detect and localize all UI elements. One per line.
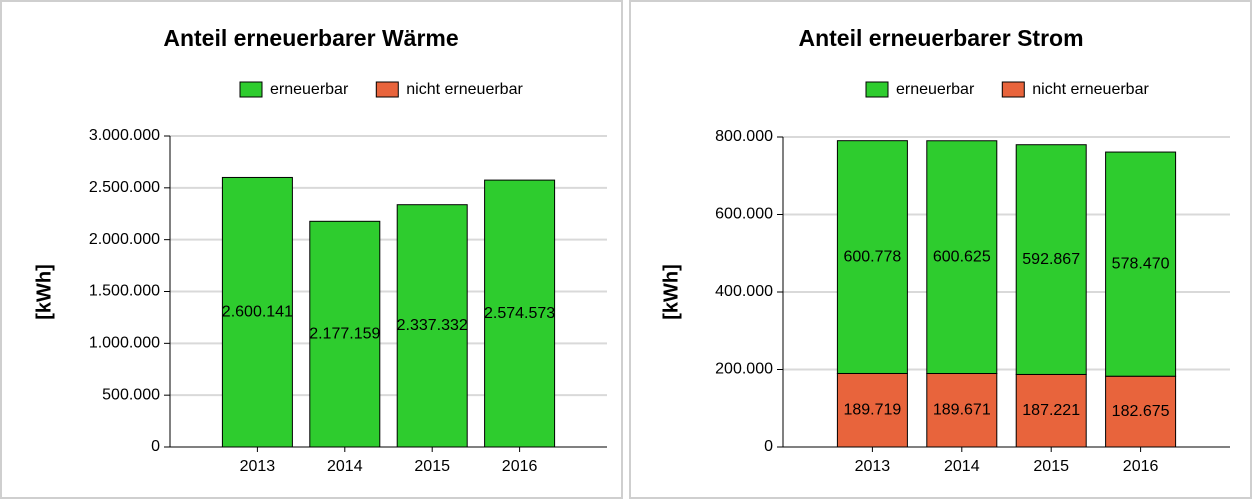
legend-label: nicht erneuerbar: [1032, 81, 1149, 98]
y-tick-label: 500.000: [102, 386, 160, 403]
x-tick-label: 2015: [414, 458, 450, 475]
y-axis-label: [kWh]: [33, 264, 55, 320]
bar-segment: [309, 220, 381, 448]
x-tick-label: 2013: [240, 458, 276, 475]
chart-title: Anteil erneuerbarer Strom: [798, 25, 1083, 51]
x-tick-label: 2015: [1033, 458, 1069, 475]
bar-segment: [1105, 151, 1177, 377]
legend-label: nicht erneuerbar: [406, 81, 523, 98]
y-tick-label: 2.500.000: [89, 179, 160, 196]
y-tick-label: 600.000: [715, 206, 773, 223]
bar-segment: [1015, 373, 1087, 448]
data-label: 189.671: [933, 401, 991, 418]
bar-segment: [836, 140, 908, 374]
legend-swatch: [1001, 81, 1025, 98]
y-tick-label: 2.000.000: [89, 231, 160, 248]
data-label: 592.867: [1022, 251, 1080, 268]
bar-segment: [1105, 375, 1177, 448]
bar-segment: [396, 204, 468, 448]
y-tick-label: 0: [764, 438, 773, 455]
legend-swatch: [239, 81, 263, 98]
y-tick-label: 400.000: [715, 283, 773, 300]
data-label: 600.778: [843, 248, 901, 265]
data-label: 2.177.159: [309, 325, 380, 342]
y-axis-label: [kWh]: [660, 264, 682, 320]
y-tick-label: 800.000: [715, 128, 773, 145]
y-tick-label: 200.000: [715, 361, 773, 378]
data-label: 578.470: [1112, 255, 1170, 272]
chart-title: Anteil erneuerbarer Wärme: [163, 25, 458, 51]
x-tick-label: 2016: [1123, 458, 1159, 475]
y-tick-label: 1.500.000: [89, 283, 160, 300]
legend-label: erneuerbar: [896, 81, 975, 98]
y-tick-label: 0: [151, 438, 160, 455]
x-tick-label: 2014: [944, 458, 980, 475]
data-label: 182.675: [1112, 403, 1170, 420]
legend-swatch: [865, 81, 889, 98]
x-tick-label: 2014: [327, 458, 363, 475]
bar-segment: [926, 140, 998, 375]
bar-segment: [926, 373, 998, 448]
bar-segment: [836, 372, 908, 448]
data-label: 2.600.141: [222, 303, 293, 320]
bar-segment: [1015, 144, 1087, 375]
x-tick-label: 2013: [855, 458, 891, 475]
data-label: 2.337.332: [397, 317, 468, 334]
data-label: 187.221: [1022, 402, 1080, 419]
data-label: 600.625: [933, 248, 991, 265]
data-label: 2.574.573: [484, 305, 555, 322]
bar-segment: [221, 176, 293, 448]
y-tick-label: 1.000.000: [89, 335, 160, 352]
legend-label: erneuerbar: [270, 81, 349, 98]
legend-swatch: [375, 81, 399, 98]
bar-segment: [484, 179, 556, 448]
x-tick-label: 2016: [502, 458, 538, 475]
data-label: 189.719: [843, 401, 901, 418]
y-tick-label: 3.000.000: [89, 127, 160, 144]
